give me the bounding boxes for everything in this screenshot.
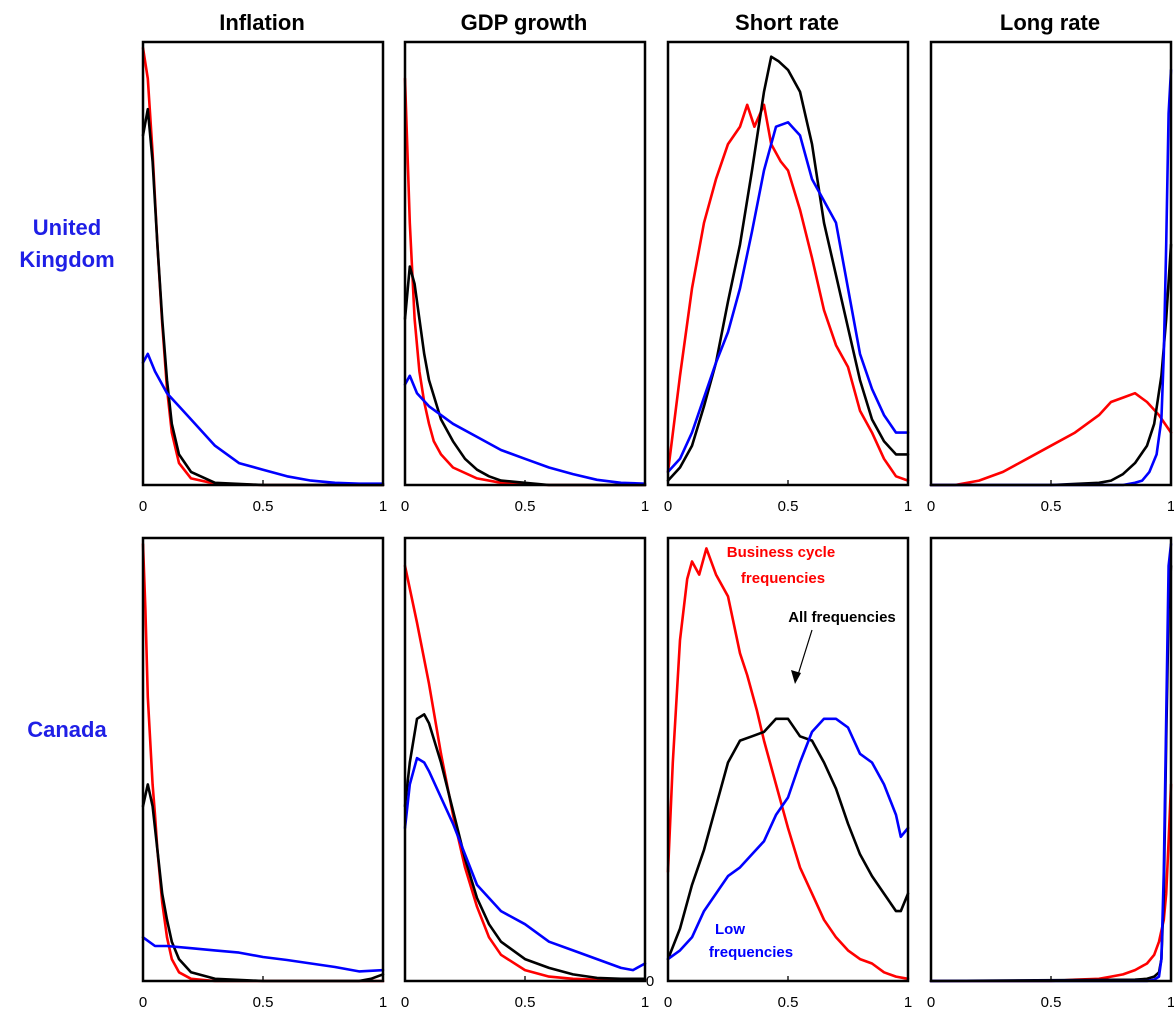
x-tick-label-1-canada-gdp-growth: 1: [641, 994, 649, 1011]
x-tick-label-0-canada-long-rate: 0: [927, 994, 935, 1011]
series-line-black-united-kingdom-long-rate: [929, 243, 1173, 487]
series-line-red-canada-gdp-growth: [403, 564, 647, 982]
annotation-all-arrow-head: [791, 670, 801, 684]
panel-united-kingdom-gdp-growth: 0 0.5 1: [401, 40, 649, 515]
column-title-gdp-growth: GDP growth: [461, 10, 588, 35]
x-tick-label-1-canada-long-rate: 1: [1167, 994, 1174, 1011]
panels-layer: 0 0.5 1 0 0.5 1 0 0.5 1 0 0.5 10 0.5 1 0 0.5 1 0 0.5 1 0 0.5 1: [139, 40, 1174, 1011]
series-line-black-canada-short-rate: [666, 717, 910, 961]
series-line-blue-united-kingdom-inflation: [141, 352, 385, 486]
x-tick-label-0.5-canada-long-rate: 0.5: [1041, 994, 1062, 1011]
x-tick-label-1-united-kingdom-inflation: 1: [379, 498, 387, 515]
column-title-inflation: Inflation: [219, 10, 305, 35]
x-tick-label-0-united-kingdom-gdp-growth: 0: [401, 498, 409, 515]
plot-frame-canada-short-rate: [666, 536, 910, 983]
series-line-black-canada-gdp-growth: [403, 713, 647, 981]
x-tick-label-0.5-united-kingdom-inflation: 0.5: [253, 498, 274, 515]
x-tick-label-1-canada-inflation: 1: [379, 994, 387, 1011]
series-line-black-united-kingdom-short-rate: [666, 55, 910, 482]
panel-canada-gdp-growth: 0 0.5 1: [401, 536, 649, 1011]
series-line-red-canada-short-rate: [666, 547, 910, 981]
row-label-kingdom: Kingdom: [19, 247, 114, 272]
panel-united-kingdom-long-rate: 0 0.5 1: [927, 40, 1174, 515]
annotation-business-cycle-line2: frequencies: [741, 570, 825, 587]
column-title-short-rate: Short rate: [735, 10, 839, 35]
row-label-united: United: [33, 215, 101, 240]
annotation-low-line1: Low: [715, 921, 745, 938]
x-tick-label-0.5-united-kingdom-long-rate: 0.5: [1041, 498, 1062, 515]
series-line-blue-canada-short-rate: [666, 717, 910, 961]
series-line-blue-united-kingdom-long-rate: [929, 68, 1173, 487]
column-title-long-rate: Long rate: [1000, 10, 1100, 35]
plot-frame-united-kingdom-long-rate: [929, 40, 1173, 487]
extra-zero-tick: 0: [646, 973, 654, 990]
series-line-blue-canada-gdp-growth: [403, 756, 647, 972]
annotation-all-frequencies: All frequencies: [788, 609, 896, 626]
x-tick-label-0.5-canada-inflation: 0.5: [253, 994, 274, 1011]
panel-canada-short-rate: 0 0.5 1: [664, 536, 912, 1011]
x-tick-label-0.5-united-kingdom-short-rate: 0.5: [778, 498, 799, 515]
annotation-low-line2: frequencies: [709, 944, 793, 961]
x-tick-label-1-canada-short-rate: 1: [904, 994, 912, 1011]
series-line-blue-canada-long-rate: [929, 542, 1173, 983]
x-tick-label-0.5-canada-short-rate: 0.5: [778, 994, 799, 1011]
x-tick-label-1-united-kingdom-long-rate: 1: [1167, 498, 1174, 515]
plot-frame-canada-inflation: [141, 536, 385, 983]
annotation-business-cycle-line1: Business cycle: [727, 544, 835, 561]
series-line-red-united-kingdom-gdp-growth: [403, 77, 647, 487]
series-line-red-canada-inflation: [141, 542, 385, 983]
x-tick-label-0-united-kingdom-short-rate: 0: [664, 498, 672, 515]
series-line-black-united-kingdom-inflation: [141, 107, 385, 487]
row-label-canada: Canada: [27, 717, 107, 742]
series-line-black-canada-inflation: [141, 783, 385, 983]
series-line-red-united-kingdom-inflation: [141, 46, 385, 487]
series-line-blue-united-kingdom-gdp-growth: [403, 374, 647, 486]
x-tick-label-1-united-kingdom-gdp-growth: 1: [641, 498, 649, 515]
series-line-blue-canada-inflation: [141, 935, 385, 973]
x-tick-label-0-canada-short-rate: 0: [664, 994, 672, 1011]
panel-canada-inflation: 0 0.5 1: [139, 536, 387, 1011]
x-tick-label-0-canada-inflation: 0: [139, 994, 147, 1011]
series-line-red-united-kingdom-long-rate: [929, 391, 1173, 487]
annotation-all-arrow-shaft: [796, 629, 813, 679]
series-line-red-united-kingdom-short-rate: [666, 103, 910, 482]
series-line-black-united-kingdom-gdp-growth: [403, 265, 647, 487]
plot-frame-united-kingdom-inflation: [141, 40, 385, 487]
x-tick-label-0.5-canada-gdp-growth: 0.5: [515, 994, 536, 1011]
x-tick-label-1-united-kingdom-short-rate: 1: [904, 498, 912, 515]
series-line-blue-united-kingdom-short-rate: [666, 121, 910, 474]
x-tick-label-0-canada-gdp-growth: 0: [401, 994, 409, 1011]
series-line-red-canada-long-rate: [929, 783, 1173, 983]
x-tick-label-0-united-kingdom-inflation: 0: [139, 498, 147, 515]
plot-frame-canada-long-rate: [929, 536, 1173, 983]
x-tick-label-0.5-united-kingdom-gdp-growth: 0.5: [515, 498, 536, 515]
panel-canada-long-rate: 0 0.5 1: [927, 536, 1174, 1011]
series-line-black-canada-long-rate: [929, 564, 1173, 983]
panel-united-kingdom-short-rate: 0 0.5 1: [664, 40, 912, 515]
x-tick-label-0-united-kingdom-long-rate: 0: [927, 498, 935, 515]
panel-united-kingdom-inflation: 0 0.5 1: [139, 40, 387, 515]
